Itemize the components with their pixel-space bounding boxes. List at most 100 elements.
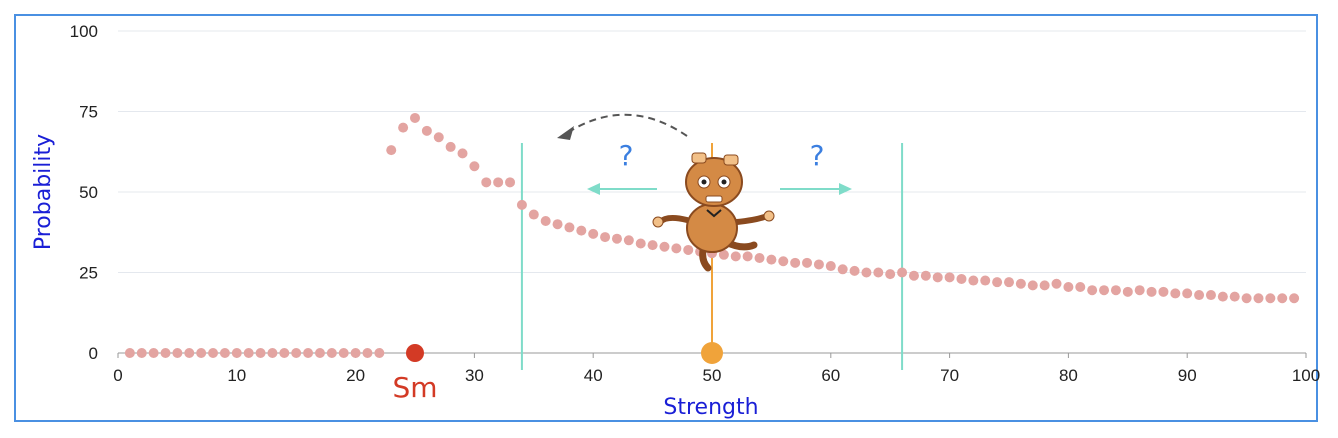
data-point (148, 348, 159, 358)
x-tick-label-40: 40 (584, 366, 603, 385)
y-tick-label-50: 50 (79, 183, 98, 202)
data-point (659, 241, 670, 252)
tick-labels: 0 25 50 75 100 0 10 20 30 40 50 60 70 80 90 100 (70, 22, 1321, 385)
data-point (683, 244, 694, 255)
data-point (1039, 280, 1050, 291)
data-point (1110, 285, 1121, 296)
data-point (1205, 290, 1216, 301)
y-axis-title: Probability (31, 134, 56, 250)
robot-body (686, 203, 738, 253)
robot-pupil-left (701, 179, 707, 185)
x-tick-label-30: 30 (465, 366, 484, 385)
data-point (1182, 288, 1193, 299)
data-point (932, 272, 943, 283)
data-point (576, 225, 587, 236)
data-point (825, 261, 836, 272)
robot-mouth (705, 195, 723, 203)
data-point (1241, 293, 1252, 304)
data-point (671, 243, 682, 254)
data-point (1027, 280, 1038, 291)
data-point (897, 267, 908, 278)
data-point (1277, 293, 1288, 304)
data-point (790, 257, 801, 268)
data-point (1087, 285, 1098, 296)
data-point (611, 233, 622, 244)
data-point (1122, 286, 1133, 297)
data-point (849, 265, 860, 276)
data-point (398, 122, 409, 133)
y-tick-label-0: 0 (89, 344, 98, 363)
robot-bowtie (706, 209, 722, 218)
x-tick-label-80: 80 (1059, 366, 1078, 385)
sm-marker (406, 344, 424, 362)
data-point (433, 132, 444, 143)
left-arrow-head (587, 183, 600, 195)
data-point (1265, 293, 1276, 304)
data-point (778, 256, 789, 267)
data-point (314, 348, 325, 358)
data-point (802, 257, 813, 268)
data-point (124, 348, 135, 358)
data-point (1194, 290, 1205, 301)
x-tick-label-20: 20 (346, 366, 365, 385)
data-point (837, 264, 848, 275)
robot-head (685, 157, 743, 207)
data-point (1146, 286, 1157, 297)
y-tick-label-25: 25 (79, 264, 98, 283)
robot-pupil-right (721, 179, 727, 185)
data-point (1015, 278, 1026, 289)
data-point (410, 112, 420, 123)
y-tick-label-75: 75 (79, 103, 98, 122)
question-mark-right: ? (810, 139, 825, 172)
data-point (813, 259, 824, 270)
data-point (516, 199, 527, 210)
current-marker (701, 342, 723, 364)
data-point (255, 348, 266, 358)
data-point (196, 348, 207, 358)
x-axis-title: Strength (663, 395, 758, 420)
data-point (885, 269, 896, 280)
data-point (243, 348, 254, 358)
data-points (124, 112, 1300, 358)
data-point (505, 177, 516, 188)
x-tick-label-60: 60 (821, 366, 840, 385)
data-point (1253, 293, 1264, 304)
data-point (647, 240, 658, 251)
data-point (564, 222, 575, 233)
data-point (718, 249, 729, 260)
data-point (540, 215, 551, 226)
data-point (1134, 285, 1145, 296)
data-point (1158, 286, 1169, 297)
robot-arm-right (734, 213, 770, 225)
robot-ear-left (691, 152, 707, 164)
data-point (1170, 288, 1181, 299)
robot-hand-left (652, 216, 664, 228)
data-point (956, 273, 967, 284)
robot-ear-right (723, 154, 739, 166)
data-point (908, 270, 919, 281)
sm-label: Sm (392, 371, 437, 404)
data-point (374, 348, 385, 358)
data-point (980, 275, 991, 286)
data-point (493, 177, 504, 188)
data-point (231, 348, 242, 358)
x-tick-label-0: 0 (113, 366, 122, 385)
data-point (291, 348, 302, 358)
data-point (754, 253, 765, 264)
data-point (742, 251, 753, 262)
annotations: Sm?? (392, 113, 852, 404)
data-point (136, 348, 147, 358)
curved-arrow (566, 113, 688, 137)
robot-arm-left (657, 214, 690, 225)
data-point (1289, 293, 1300, 304)
data-point (1217, 291, 1228, 302)
data-point (421, 125, 432, 136)
data-point (944, 272, 955, 283)
data-point (219, 348, 230, 358)
data-point (1063, 281, 1074, 292)
data-point (445, 141, 456, 152)
data-point (326, 348, 337, 358)
data-point (861, 267, 872, 278)
data-point (920, 270, 931, 281)
